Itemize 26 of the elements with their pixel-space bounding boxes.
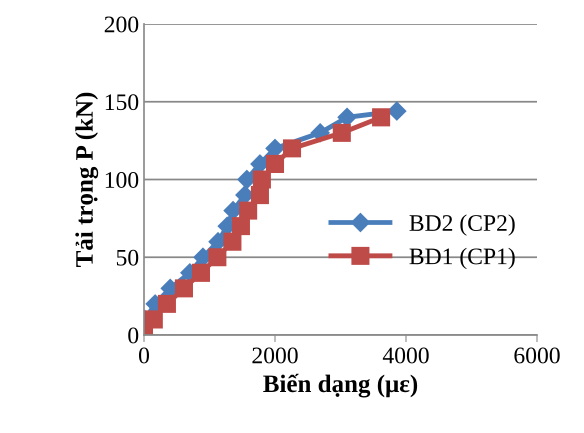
point [144, 310, 163, 328]
y-tick-label: 100 [106, 172, 138, 188]
point [372, 108, 390, 126]
point [239, 202, 258, 220]
legend-label: BD1 (CP1) [410, 248, 515, 270]
x-axis-title: Biến dạng (με) [263, 374, 418, 398]
y-tick-label: 150 [106, 94, 138, 110]
point [192, 264, 210, 282]
x-tick-label: 2000 [252, 347, 298, 364]
point [283, 139, 302, 158]
legend-label: BD2 (CP2) [410, 214, 515, 236]
y-tick-label: 0 [128, 327, 138, 344]
point [232, 217, 250, 236]
x-tick-label: 4000 [382, 347, 429, 364]
point [208, 248, 226, 266]
point [174, 279, 193, 298]
point [266, 154, 284, 173]
y-axis-title: Tải trọng P (kN) [75, 92, 98, 267]
point [252, 170, 271, 189]
y-tick-label: 200 [104, 16, 138, 32]
point [158, 294, 176, 313]
x-tick-label: 6000 [514, 347, 560, 364]
y-tick-label: 50 [116, 250, 138, 266]
x-tick-label: 0 [138, 347, 150, 364]
point [223, 232, 242, 251]
point [332, 124, 351, 142]
